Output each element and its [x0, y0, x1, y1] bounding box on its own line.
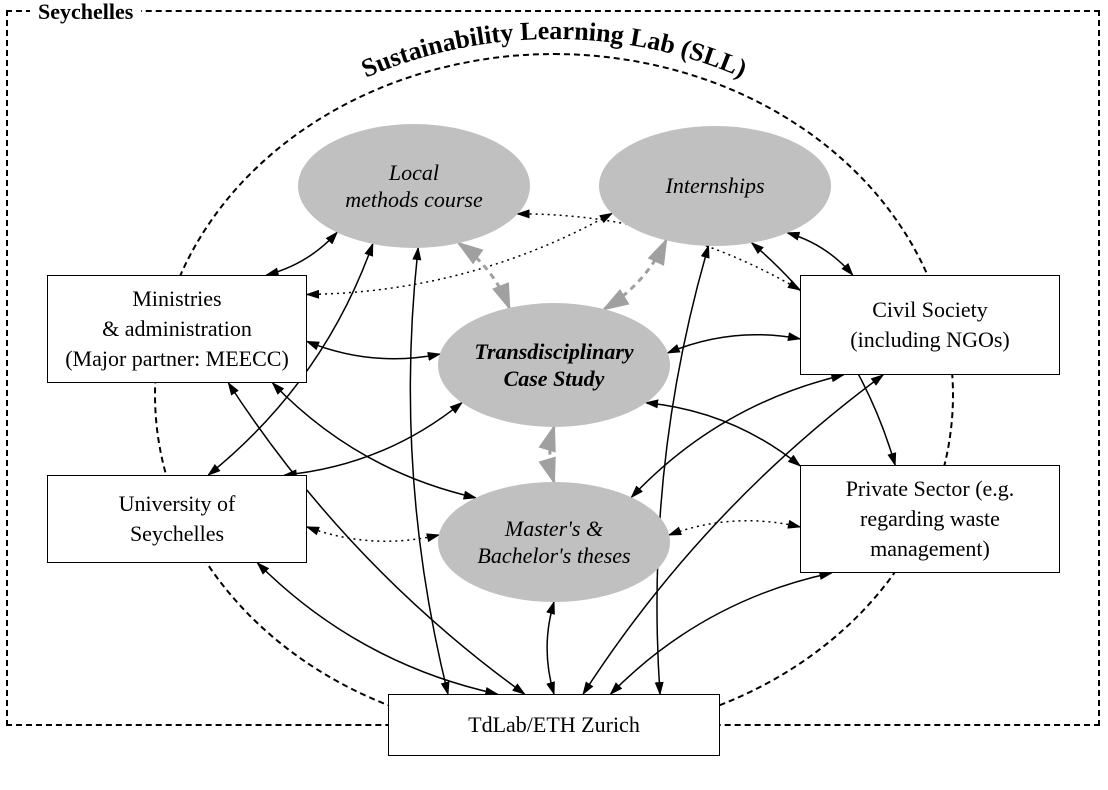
ellipse-local-methods: Localmethods course — [298, 124, 530, 248]
ellipse-case-study: TransdisciplinaryCase Study — [438, 303, 670, 427]
box-ministries: Ministries& administration(Major partner… — [47, 275, 307, 383]
ellipse-label: Master's &Bachelor's theses — [477, 515, 630, 570]
ellipse-theses: Master's &Bachelor's theses — [438, 482, 670, 602]
outer-frame-label: Seychelles — [30, 0, 141, 25]
ellipse-label: Internships — [666, 172, 765, 200]
box-university: University ofSeychelles — [47, 475, 307, 563]
box-civil-society: Civil Society(including NGOs) — [800, 275, 1060, 375]
box-label: University ofSeychelles — [119, 489, 236, 548]
box-tdlab: TdLab/ETH Zurich — [388, 694, 720, 756]
box-private-sector: Private Sector (e.g.regarding wastemanag… — [800, 465, 1060, 573]
ellipse-internships: Internships — [599, 126, 831, 246]
ellipse-label: Localmethods course — [345, 159, 482, 214]
box-label: Ministries& administration(Major partner… — [65, 284, 289, 373]
box-label: Private Sector (e.g.regarding wastemanag… — [846, 474, 1015, 563]
ellipse-label: TransdisciplinaryCase Study — [474, 338, 633, 393]
box-label: TdLab/ETH Zurich — [468, 710, 640, 740]
box-label: Civil Society(including NGOs) — [850, 295, 1009, 354]
